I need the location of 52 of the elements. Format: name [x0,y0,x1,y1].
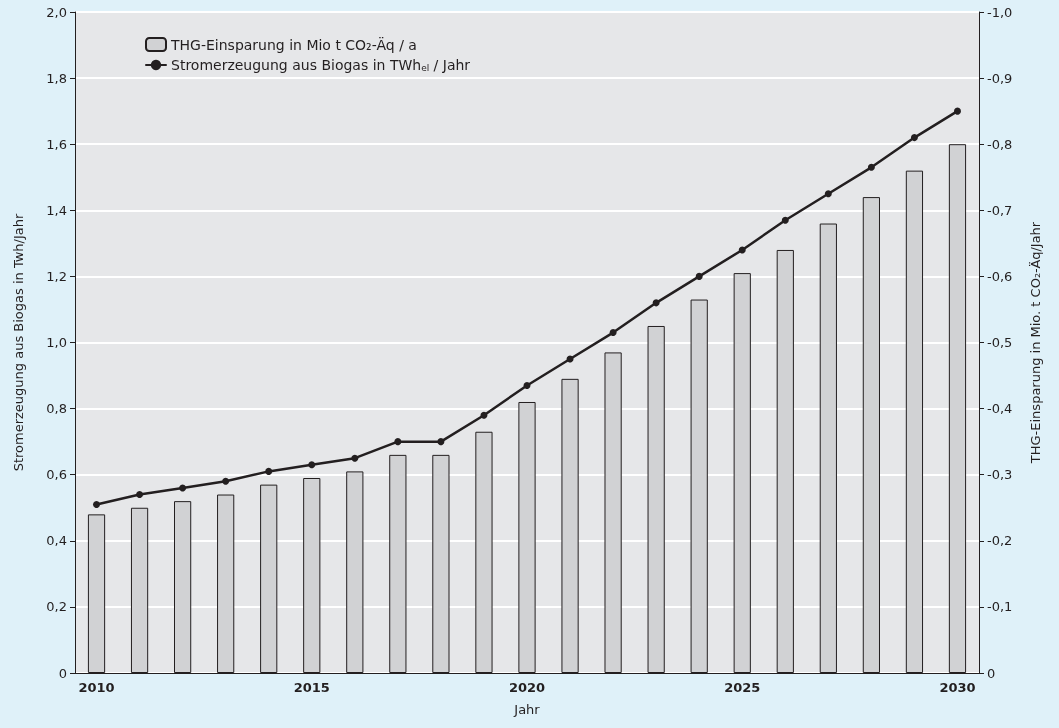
point [695,272,703,280]
point [523,381,531,389]
y-tick-label: 1,4 [46,202,67,218]
y2-tick-label: -0,4 [987,401,1013,417]
point [222,477,230,485]
y2-axis-title: THG-Einsparung in Mio. t CO₂-Äq/Jahr [1028,221,1043,465]
y-tick-label: 0 [58,665,67,681]
legend-label: THG-Einsparung in Mio t CO₂-Äq / a [170,35,417,53]
x-tick-label: 2030 [939,680,976,695]
y-tick-label: 0,4 [46,533,67,549]
y-tick-label: 0,2 [46,599,67,615]
point [652,299,660,307]
point [867,163,875,171]
point [738,246,746,254]
x-tick-label: 2025 [724,680,761,695]
point [179,484,187,492]
point [136,491,144,499]
point [609,329,617,337]
y-tick-label: 0,6 [46,467,67,483]
x-tick-label: 2010 [78,680,115,695]
point [781,216,789,224]
y2-tick-label: -0,1 [987,599,1013,615]
legend-label: Stromerzeugung aus Biogas in TWhel / Jahr [171,57,471,73]
y-tick-label: 1,0 [46,335,67,350]
y-axis-title: Stromerzeugung aus Biogas in Twh/Jahr [11,213,26,472]
y2-tick-label: -0,6 [987,268,1013,284]
point [910,134,918,142]
point [437,438,445,446]
y2-tick-label: -0,8 [987,136,1013,152]
y-tick-label: 0,8 [46,401,67,417]
x-axis-title: Jahr [513,702,541,717]
point [824,190,832,198]
x-tick-label: 2015 [293,680,330,695]
y2-tick-label: -0,5 [987,335,1013,350]
y2-tick-label: -1,0 [987,4,1013,20]
point [480,411,488,419]
x-tick-label: 2020 [508,680,546,695]
point [265,467,273,475]
y2-tick-label: -0,9 [987,70,1013,86]
point [394,438,402,446]
point [93,500,101,508]
y2-tick-label: -0,2 [987,533,1013,549]
y-tick-label: 2,0 [46,4,67,20]
y-tick-label: 1,8 [46,70,67,86]
y-tick-label: 1,6 [46,136,67,152]
point [953,107,961,115]
y-tick-label: 1,2 [46,268,67,284]
y2-tick-label: -0,3 [987,467,1013,483]
point [308,461,316,469]
point [351,454,359,462]
y2-tick-label: -0,7 [987,202,1013,218]
y2-tick-label: 0 [987,665,996,681]
